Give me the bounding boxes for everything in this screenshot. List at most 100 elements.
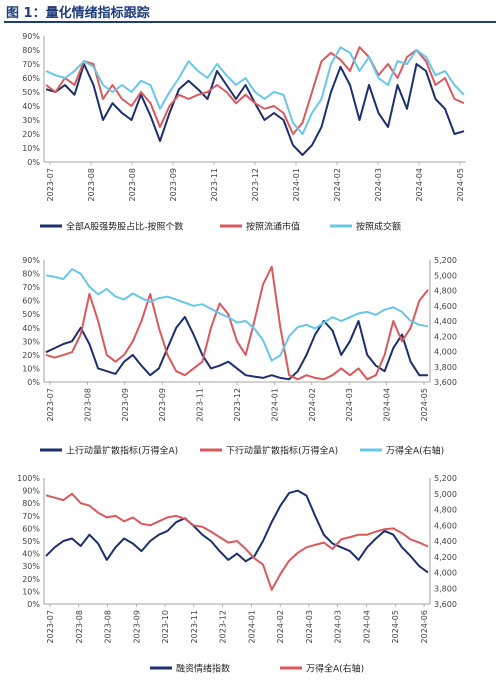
x-tick-label: 2024-05 [420, 388, 429, 421]
x-tick-label: 2024-01 [247, 610, 256, 643]
y-left-tick-label: 20% [22, 575, 40, 584]
x-tick-label: 2023-09 [169, 168, 178, 201]
y-right-tick-label: 3,800 [434, 584, 457, 593]
legend-label: 按照流通市值 [246, 221, 300, 233]
y-left-tick-label: 70% [22, 512, 40, 521]
x-tick-label: 2023-08 [83, 388, 92, 421]
legend: 融资情绪指数 万得全A(右轴) [150, 663, 364, 675]
y-right-tick-label: 4,400 [434, 317, 457, 326]
legend-label: 融资情绪指数 [176, 663, 230, 675]
x-tick-label: 2023-09 [121, 388, 130, 421]
x-tick-label: 2023-11 [190, 610, 199, 643]
y-left-tick-label: 80% [22, 499, 40, 508]
legend-label: 下行动量扩散指标(万得全A) [226, 445, 338, 457]
x-tick-label: 2024-06 [420, 610, 429, 643]
x-tick-label: 2023-07 [46, 168, 55, 201]
y-right-tick-label: 3,800 [434, 363, 457, 372]
y-left-tick-label: 30% [22, 337, 40, 346]
x-tick-label: 2024-05 [456, 168, 465, 201]
y-right-tick-label: 3,600 [434, 600, 457, 609]
y-left-tick-label: 70% [22, 60, 40, 69]
y-right-tick-label: 4,400 [434, 537, 457, 546]
x-tick-label: 2023-07 [46, 388, 55, 421]
y-left-tick-label: 10% [22, 144, 40, 153]
y-left-tick-label: 60% [22, 297, 40, 306]
x-tick-label: 2024-02 [333, 168, 342, 201]
y-right-tick-label: 3,600 [434, 378, 457, 387]
y-left-tick-label: 80% [22, 270, 40, 279]
y-left-tick-label: 30% [22, 116, 40, 125]
series-line-0 [45, 315, 428, 381]
y-left-tick-label: 100% [17, 474, 40, 483]
x-tick-label: 2023-12 [233, 388, 242, 421]
y-right-tick-label: 4,000 [434, 569, 457, 578]
y-right-tick-label: 4,800 [434, 287, 457, 296]
y-left-tick-label: 60% [22, 74, 40, 83]
legend: 全部A股强势股占比-按照个数 按照流通市值 按照成交额 [40, 221, 401, 233]
y-right-tick-label: 4,600 [434, 302, 457, 311]
x-tick-label: 2024-02 [276, 610, 285, 643]
series-line-0 [45, 489, 429, 574]
y-left-tick-label: 50% [22, 537, 40, 546]
y-left-tick-label: 90% [22, 32, 40, 41]
y-left-tick-label: 10% [22, 587, 40, 596]
y-left-tick-label: 60% [22, 524, 40, 533]
y-right-tick-label: 5,200 [434, 474, 457, 483]
y-left-tick-label: 40% [22, 102, 40, 111]
series-line-2 [45, 268, 429, 362]
legend: 上行动量扩散指标(万得全A) 下行动量扩散指标(万得全A) 万得全A(右轴) [40, 445, 444, 457]
y-left-tick-label: 20% [22, 130, 40, 139]
x-tick-label: 2024-04 [383, 388, 392, 421]
y-left-tick-label: 90% [22, 487, 40, 496]
y-right-tick-label: 5,000 [434, 271, 457, 280]
x-tick-label: 2023-12 [251, 168, 260, 201]
x-tick-label: 2023-08 [104, 610, 113, 643]
y-left-tick-label: 90% [22, 256, 40, 265]
y-left-tick-label: 40% [22, 324, 40, 333]
x-tick-label: 2023-08 [87, 168, 96, 201]
x-tick-label: 2024-03 [374, 168, 383, 201]
y-right-tick-label: 4,600 [434, 521, 457, 530]
y-left-tick-label: 80% [22, 46, 40, 55]
legend-label: 按照成交额 [356, 221, 401, 233]
series-line-1 [45, 265, 429, 381]
x-tick-label: 2024-03 [305, 610, 314, 643]
y-left-tick-label: 0% [27, 158, 40, 167]
x-tick-label: 2023-09 [158, 388, 167, 421]
x-tick-label: 2023-09 [132, 610, 141, 643]
y-left-tick-label: 50% [22, 310, 40, 319]
legend-label: 全部A股强势股占比-按照个数 [66, 221, 183, 233]
y-right-tick-label: 4,200 [434, 332, 457, 341]
y-left-tick-label: 0% [27, 378, 40, 387]
x-tick-label: 2024-04 [415, 168, 424, 201]
series-line-0 [45, 63, 465, 156]
y-left-tick-label: 30% [22, 562, 40, 571]
series-line-2 [45, 46, 465, 135]
y-left-tick-label: 40% [22, 550, 40, 559]
title-rule [4, 21, 496, 23]
y-right-tick-label: 4,800 [434, 506, 457, 515]
x-tick-label: 2023-12 [219, 610, 228, 643]
x-tick-label: 2024-03 [334, 610, 343, 643]
y-right-tick-label: 4,000 [434, 348, 457, 357]
y-left-tick-label: 50% [22, 88, 40, 97]
x-tick-label: 2024-01 [292, 168, 301, 201]
momentum-diffusion-chart: 0% 10% 20% 30% 40% 50% 60% 70% 80% 90% 3,600 3,800 4… [22, 256, 457, 457]
y-right-tick-label: 5,000 [434, 490, 457, 499]
x-tick-label: 2024-05 [391, 610, 400, 643]
margin-sentiment-chart: 0% 10% 20% 30% 40% 50% 60% 70% 80% 90% 100% 3,600 3,… [17, 474, 457, 675]
legend-label: 万得全A(右轴) [306, 663, 364, 675]
y-left-tick-label: 20% [22, 351, 40, 360]
x-tick-label: 2023-10 [161, 610, 170, 643]
x-tick-label: 2023-11 [196, 388, 205, 421]
x-tick-label: 2023-11 [210, 168, 219, 201]
x-tick-label: 2023-08 [128, 168, 137, 201]
x-tick-label: 2023-08 [75, 610, 84, 643]
series-line-1 [45, 492, 429, 591]
legend-label: 上行动量扩散指标(万得全A) [66, 445, 178, 457]
legend-label: 万得全A(右轴) [386, 445, 444, 457]
figure-title: 图 1：量化情绪指标跟踪 [6, 6, 150, 21]
y-left-tick-label: 10% [22, 364, 40, 373]
y-right-tick-label: 5,200 [434, 256, 457, 265]
x-tick-label: 2023-07 [46, 610, 55, 643]
